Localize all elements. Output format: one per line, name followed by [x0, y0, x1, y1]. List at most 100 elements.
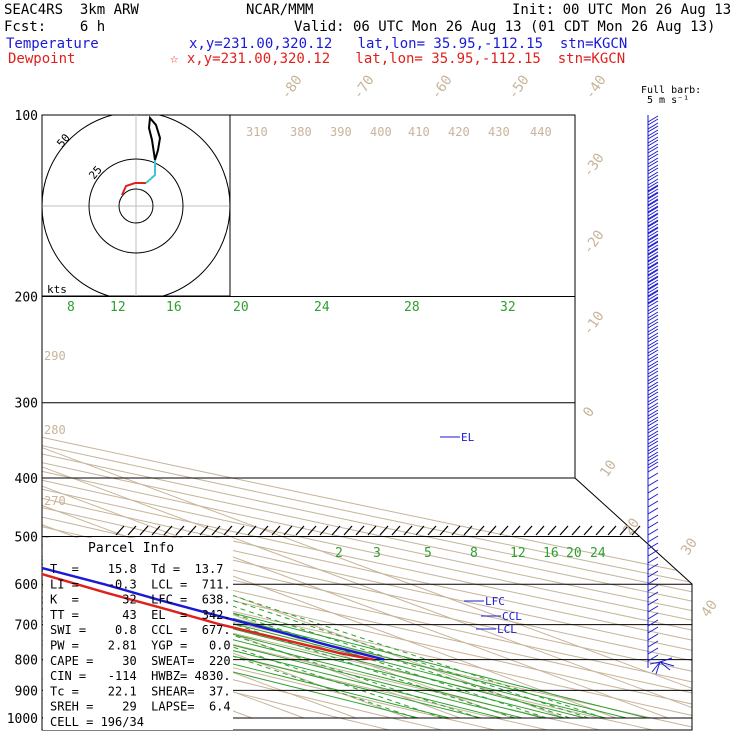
wind-barb: [647, 307, 659, 315]
wind-barb: [647, 472, 659, 480]
moist-adiabat-label: 24: [314, 300, 330, 315]
wind-barb: [647, 272, 659, 280]
wind-barb: [647, 230, 659, 238]
wind-barb: [647, 233, 659, 241]
isotherm-right-label: 20: [620, 515, 643, 538]
wind-barb: [647, 409, 659, 417]
wind-barb: [647, 493, 659, 501]
parcel-info-row: LI = -0.3 LCL = 711.: [50, 577, 231, 591]
isotherm-right-label: 0: [580, 404, 598, 420]
moist-adiabat-label: 20: [233, 300, 249, 315]
hodograph-low-trace: [121, 182, 146, 196]
wind-barb: [647, 150, 659, 158]
hatch-mark: [559, 525, 569, 536]
theta-label: 440: [530, 125, 552, 139]
wind-barb: [647, 251, 659, 259]
hodograph: [42, 115, 230, 296]
temperature-legend: Temperature: [6, 36, 99, 52]
hatch-mark: [595, 525, 605, 536]
hatch-mark: [463, 525, 473, 536]
hatch-mark: [439, 525, 449, 536]
wind-barb: [647, 325, 659, 333]
wind-barb: [647, 430, 659, 438]
wind-barb: [647, 293, 659, 301]
wind-barb: [647, 167, 659, 175]
hatch-mark: [511, 525, 521, 536]
hatch-mark: [175, 525, 185, 536]
lcl-marker-label: LCL: [497, 623, 517, 636]
isotherm-top-label: -70: [350, 72, 378, 102]
dry-adiabat-line: [42, 115, 551, 730]
parcel-info-row: SREH = 29 LAPSE= 6.4: [50, 700, 231, 714]
dry-adiabat-line: [42, 115, 692, 730]
hatch-mark: [211, 525, 221, 536]
wind-barb: [647, 374, 659, 382]
wind-barb: [647, 213, 659, 221]
dry-adiabat-line: [42, 115, 692, 730]
wind-barb: [647, 556, 659, 564]
wind-barb: [647, 146, 659, 154]
wind-barb: [647, 461, 659, 469]
isotherm-line: [42, 115, 692, 719]
wind-barb: [647, 405, 659, 413]
wind-barb: [647, 377, 659, 385]
wind-barb: [647, 458, 659, 466]
wind-barb: [647, 542, 659, 550]
wind-barb: [647, 283, 659, 291]
hatch-mark: [475, 525, 485, 536]
wind-barb: [647, 521, 659, 529]
wind-barb: [647, 234, 659, 242]
parcel-info-row: K = 32 LFC = 638.: [50, 593, 231, 607]
wind-barb: [647, 535, 659, 543]
pressure-label: 300: [15, 397, 38, 412]
wind-barb: [647, 265, 659, 273]
hatch-mark: [271, 525, 281, 536]
wind-barb: [647, 129, 659, 137]
theta-label: 380: [290, 125, 312, 139]
wind-barb: [647, 444, 659, 452]
wind-barb: [647, 164, 659, 172]
wind-barb: [647, 227, 659, 235]
moist-adiabat-line: [42, 282, 502, 719]
hatch-mark: [631, 525, 641, 536]
hatch-mark: [115, 525, 125, 536]
mixing-ratio-label: 2: [335, 546, 343, 561]
parcel-info-row: CIN = -114 HWBZ= 4830.: [50, 669, 231, 683]
wind-barb: [647, 416, 659, 424]
wind-barb: [647, 451, 659, 459]
hatch-mark: [547, 525, 557, 536]
wind-barb: [647, 226, 659, 234]
wind-barb: [647, 139, 659, 147]
hatch-mark: [415, 525, 425, 536]
pressure-label: 800: [15, 654, 38, 669]
hatch-mark: [199, 525, 209, 536]
wind-barb: [647, 454, 659, 462]
wind-barb: [647, 192, 659, 200]
pressure-label: 900: [15, 684, 38, 699]
wind-barb: [647, 654, 659, 662]
dry-adiabat-line: [42, 115, 692, 730]
wind-barb: [647, 174, 659, 182]
dewpoint-profile: [42, 115, 374, 661]
wind-barb: [647, 507, 659, 515]
isotherm-line: [42, 115, 617, 719]
hatch-mark: [187, 525, 197, 536]
wind-barb: [647, 367, 659, 375]
parcel-info-row: TT = 43 EL = 342.: [50, 608, 231, 622]
theta-label: 410: [408, 125, 430, 139]
wind-barb: [647, 370, 659, 378]
wind-barb: [647, 549, 659, 557]
el-marker-label: EL: [461, 431, 475, 444]
surface-wind-barb: [649, 661, 661, 665]
wind-barb: [647, 447, 659, 455]
model-name: SEAC4RS 3km ARW: [4, 2, 139, 18]
hatch-mark: [403, 525, 413, 536]
moist-adiabat-label: 16: [166, 300, 182, 315]
wind-barb: [647, 258, 659, 266]
wind-barb: [647, 479, 659, 487]
pressure-label: 1000: [7, 712, 38, 727]
wind-barb: [647, 346, 659, 354]
wind-barb: [647, 356, 659, 364]
wind-barb: [647, 486, 659, 494]
